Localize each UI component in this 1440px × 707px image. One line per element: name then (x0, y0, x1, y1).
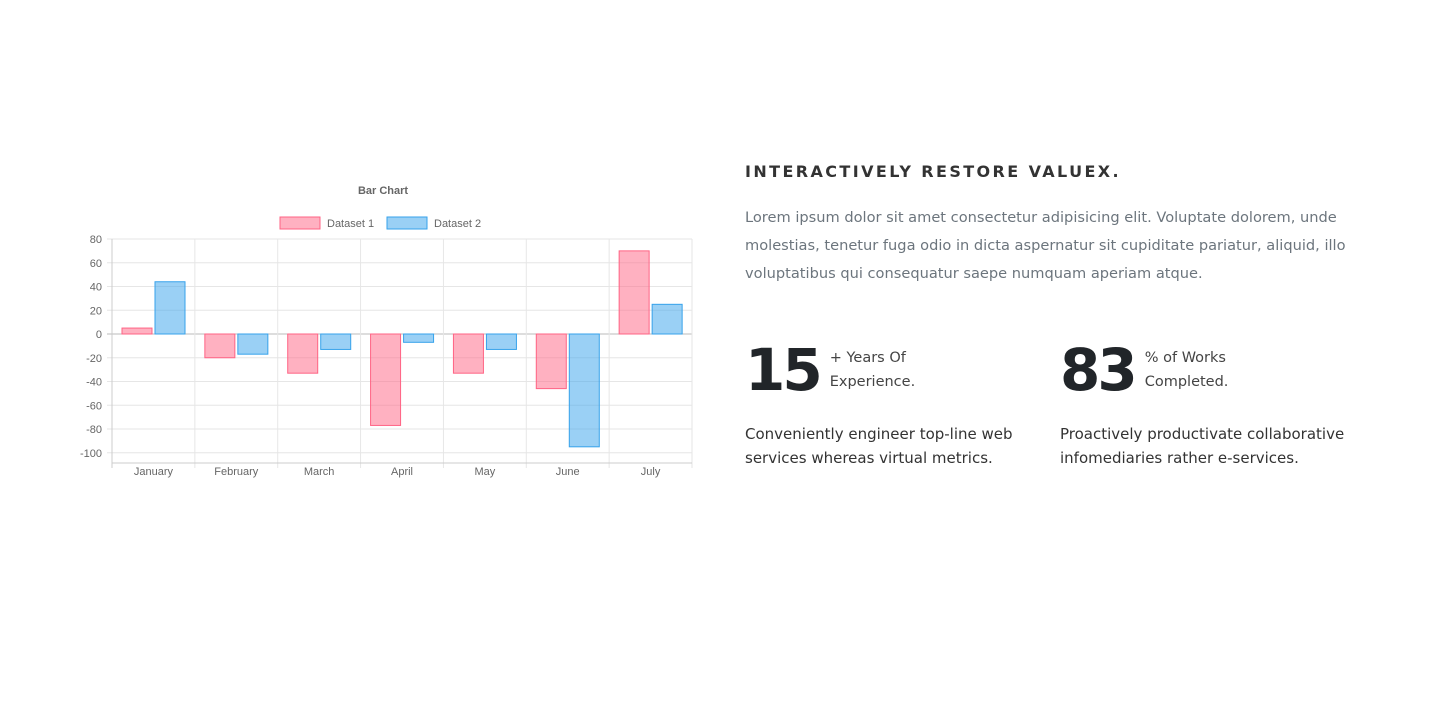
x-tick-label: June (556, 466, 580, 478)
legend-label: Dataset 2 (434, 218, 481, 230)
bar-1 (452, 333, 484, 374)
stat-number: 83 (1060, 336, 1138, 404)
stat-works: 83 % of Works Completed. Proactively pro… (1060, 340, 1375, 470)
y-tick-label: -20 (86, 353, 102, 365)
x-tick-label: July (641, 466, 661, 478)
y-tick-label: -100 (80, 448, 102, 460)
stat-years: 15 + Years Of Experience. Conveniently e… (745, 340, 1060, 470)
x-tick-label: January (134, 466, 174, 478)
x-tick-label: April (391, 466, 413, 478)
stats-row: 15 + Years Of Experience. Conveniently e… (745, 340, 1375, 470)
legend-swatch (279, 216, 321, 230)
bar-2 (154, 281, 186, 335)
bar-1 (535, 333, 567, 390)
bar-1 (121, 327, 153, 335)
x-tick-label: February (214, 466, 259, 478)
bar-2 (237, 333, 269, 355)
y-tick-label: 20 (90, 305, 102, 317)
bar-1 (618, 250, 650, 335)
chart-title: Bar Chart (358, 185, 408, 197)
y-tick-label: -80 (86, 424, 102, 436)
bar-1 (370, 333, 402, 426)
y-tick-label: -40 (86, 377, 102, 389)
content-section: INTERACTIVELY RESTORE VALUEX. Lorem ipsu… (745, 160, 1375, 470)
y-tick-label: -60 (86, 400, 102, 412)
stat-label: % of Works Completed. (1144, 350, 1229, 390)
stat-description: Proactively productivate collaborative i… (1060, 425, 1345, 467)
legend-label: Dataset 1 (327, 218, 374, 230)
bar-2 (403, 333, 435, 343)
y-tick-label: 40 (90, 282, 102, 294)
bar-chart: Bar Chart Dataset 1 Dataset 2 80 60 40 20 0 -20 -… (80, 185, 693, 478)
y-tick-label: 60 (90, 258, 102, 270)
x-tick-label: March (304, 466, 335, 478)
stat-number: 15 (745, 336, 823, 404)
stat-description: Conveniently engineer top-line web servi… (745, 425, 1013, 467)
bar-2 (320, 333, 352, 350)
y-tick-label: 0 (96, 329, 102, 341)
section-heading: INTERACTIVELY RESTORE VALUEX. (745, 162, 1122, 181)
section-paragraph: Lorem ipsum dolor sit amet consectetur a… (745, 209, 1346, 282)
bar-2 (485, 333, 517, 350)
y-tick-label: 80 (90, 234, 102, 246)
bar-2 (568, 333, 600, 448)
bar-2 (651, 303, 683, 335)
bar-1 (204, 333, 236, 359)
x-tick-label: May (474, 466, 495, 478)
legend-swatch (386, 216, 428, 230)
bar-1 (287, 333, 319, 374)
stat-label: + Years Of Experience. (829, 350, 916, 390)
